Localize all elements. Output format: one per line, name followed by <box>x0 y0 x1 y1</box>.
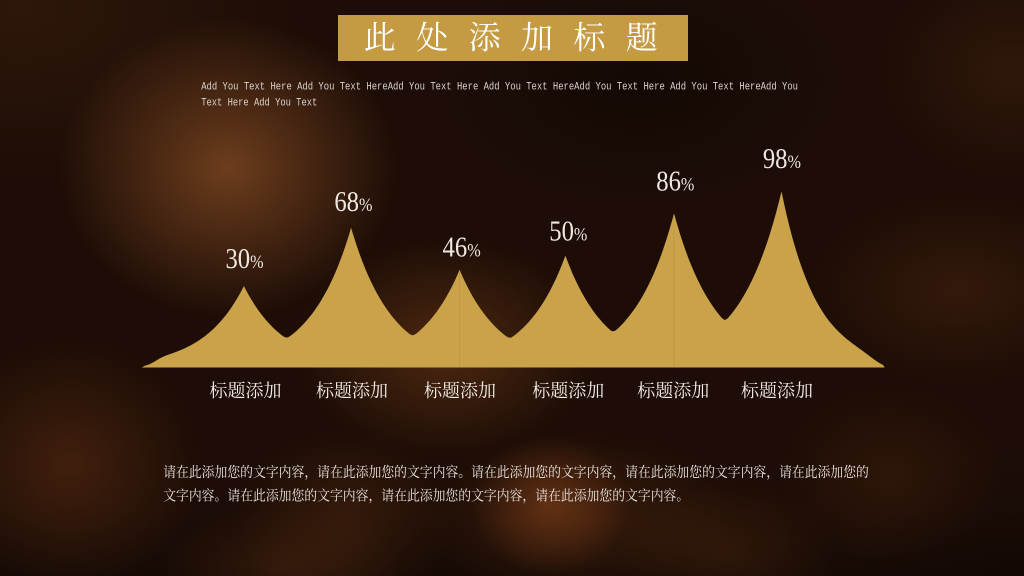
svg-text:标题添加: 标题添加 <box>741 381 813 401</box>
svg-text:请在此添加您的文字内容，请在此添加您的文字内容。请在此添加您: 请在此添加您的文字内容，请在此添加您的文字内容。请在此添加您的文字内容，请在此添… <box>163 464 869 481</box>
svg-text:此处添加标题: 此处添加标题 <box>364 20 678 56</box>
svg-text:标题添加: 标题添加 <box>424 381 496 401</box>
svg-text:68%: 68% <box>334 185 372 217</box>
svg-text:标题添加: 标题添加 <box>210 381 282 401</box>
svg-text:98%: 98% <box>763 142 801 174</box>
svg-text:文字内容。请在此添加您的文字内容，请在此添加您的文字内容，请: 文字内容。请在此添加您的文字内容，请在此添加您的文字内容，请在此添加您的文字内容… <box>163 488 689 505</box>
svg-text:Text Here Add You Text: Text Here Add You Text <box>201 98 317 110</box>
svg-text:46%: 46% <box>443 231 481 263</box>
svg-text:50%: 50% <box>549 215 587 247</box>
svg-text:30%: 30% <box>225 242 263 274</box>
svg-text:Add You Text Here Add You Text: Add You Text Here Add You Text HereAdd Y… <box>201 82 798 94</box>
svg-text:标题添加: 标题添加 <box>316 381 388 401</box>
svg-text:标题添加: 标题添加 <box>532 381 604 401</box>
svg-text:标题添加: 标题添加 <box>637 381 709 401</box>
svg-text:86%: 86% <box>656 164 694 196</box>
